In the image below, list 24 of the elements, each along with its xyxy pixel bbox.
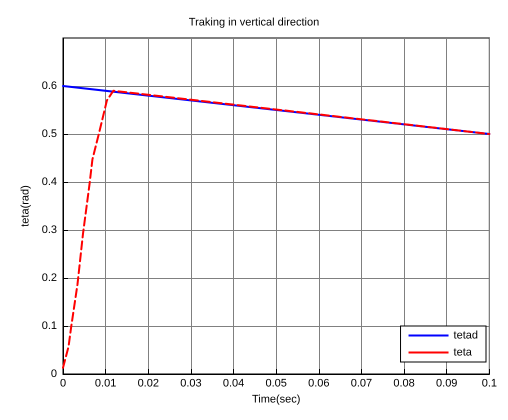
x-tick-label: 0.06 xyxy=(308,378,330,390)
x-tick-label: 0.02 xyxy=(138,378,159,390)
y-tick-label: 0.4 xyxy=(42,176,57,188)
x-tick-label: 0.01 xyxy=(94,378,116,390)
x-tick-label: 0.05 xyxy=(265,378,287,390)
x-axis-title: Time(sec) xyxy=(252,394,300,406)
x-tick-label: 0.03 xyxy=(180,378,202,390)
x-tick-label: 0.09 xyxy=(436,378,458,390)
x-tick-label: 0.08 xyxy=(393,378,415,390)
x-tick-label: 0.1 xyxy=(482,378,498,390)
legend-label: tetad xyxy=(454,330,478,342)
x-tick-label: 0 xyxy=(60,378,66,390)
y-tick-label: 0 xyxy=(50,368,57,380)
y-tick-label: 0.3 xyxy=(42,224,57,236)
line-series xyxy=(62,90,490,369)
chart-title: Traking in vertical direction xyxy=(188,16,320,28)
x-tick-label: 0.07 xyxy=(350,378,372,390)
x-tick-label: 0.04 xyxy=(222,378,244,390)
y-tick-label: 0.5 xyxy=(42,128,57,140)
y-tick-label: 0.1 xyxy=(42,320,57,332)
y-tick-label: 0.2 xyxy=(42,272,57,284)
legend-label: teta xyxy=(454,346,473,358)
y-axis-title: teta(rad) xyxy=(19,185,32,227)
y-tick-label: 0.6 xyxy=(42,80,57,92)
